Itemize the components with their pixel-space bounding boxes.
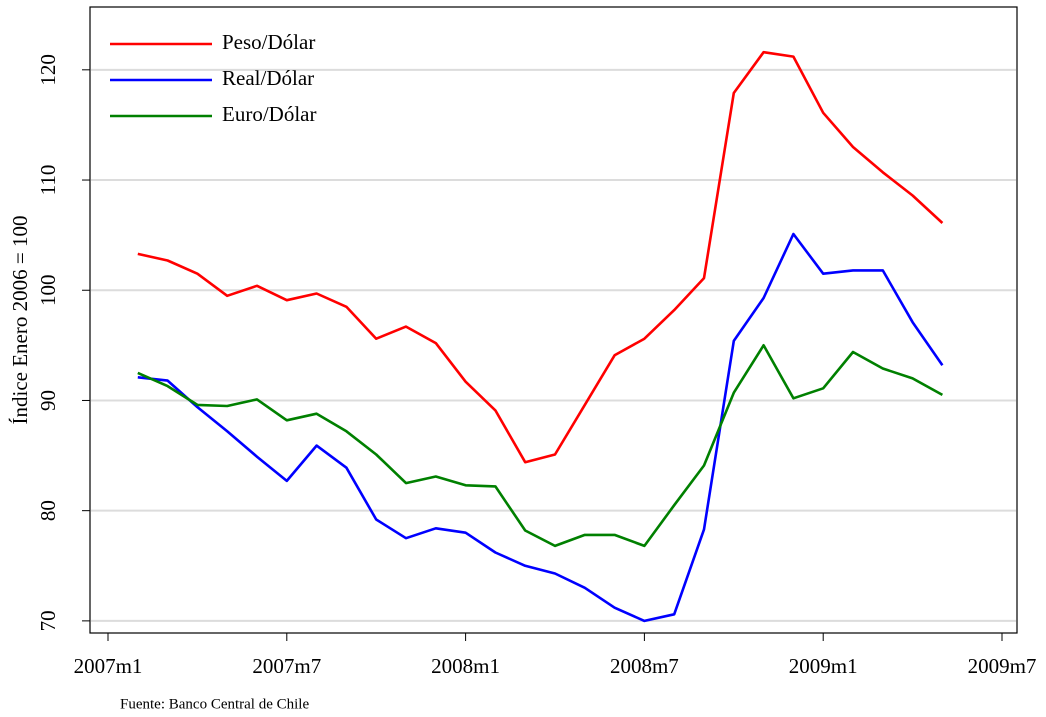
- x-tick-label: 2008m1: [431, 654, 500, 678]
- y-tick-label: 100: [36, 274, 60, 306]
- y-tick-label: 90: [36, 390, 60, 411]
- source-note: Fuente: Banco Central de Chile: [120, 696, 309, 712]
- x-tick-label: 2008m7: [610, 654, 679, 678]
- legend-label: Real/Dólar: [222, 66, 314, 90]
- series-line: [137, 344, 944, 548]
- x-tick-label: 2007m1: [74, 654, 143, 678]
- legend-label: Euro/Dólar: [222, 102, 316, 126]
- y-tick-label: 110: [36, 165, 60, 196]
- series-line: [137, 50, 944, 464]
- x-tick-label: 2009m7: [968, 654, 1037, 678]
- legend-label: Peso/Dólar: [222, 30, 315, 54]
- y-tick-label: 80: [36, 500, 60, 521]
- x-tick-label: 2009m1: [789, 654, 858, 678]
- y-tick-label: 120: [36, 54, 60, 86]
- y-tick-label: 70: [36, 610, 60, 631]
- x-tick-label: 2007m7: [252, 654, 321, 678]
- series-line: [137, 232, 944, 623]
- y-axis-label: Índice Enero 2006 = 100: [8, 216, 32, 425]
- plot-frame: [89, 6, 1018, 634]
